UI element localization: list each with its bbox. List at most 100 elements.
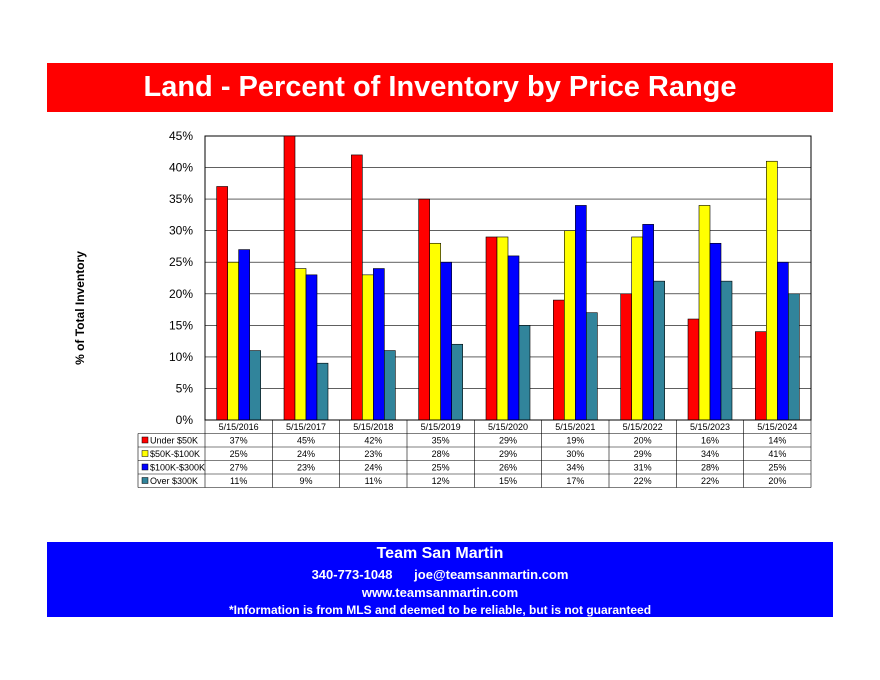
- data-label: 11%: [365, 476, 382, 486]
- bar: [294, 268, 307, 421]
- footer-phone: 340-773-1048: [311, 567, 393, 582]
- data-label: 9%: [299, 476, 312, 486]
- bar: [586, 312, 598, 421]
- footer-contact: 340-773-1048 joe@teamsanmartin.com: [47, 567, 833, 582]
- bar: [653, 280, 665, 421]
- bar: [687, 318, 700, 421]
- x-tick-label: 5/15/2024: [757, 422, 797, 432]
- data-label: 35%: [432, 436, 450, 446]
- y-tick-label: 35%: [169, 192, 193, 206]
- y-tick-label: 40%: [169, 161, 193, 175]
- bar: [620, 293, 632, 421]
- bar: [766, 160, 778, 421]
- bar: [283, 135, 296, 421]
- data-label: 25%: [768, 463, 786, 473]
- footer-website: www.teamsanmartin.com: [361, 585, 519, 600]
- y-tick-label: 15%: [169, 318, 193, 332]
- data-label: 28%: [432, 449, 450, 459]
- bar-chart: 0% 5% 10% 15% 20% 25% 30% 35% 40% 45% 5/15/2016 5/1…: [137, 129, 812, 488]
- data-label: 29%: [499, 436, 517, 446]
- bar: [384, 350, 396, 421]
- data-label: 31%: [634, 463, 652, 473]
- data-label: 24%: [297, 449, 315, 459]
- bar: [564, 230, 576, 421]
- bar: [216, 186, 228, 421]
- data-label: 45%: [297, 436, 315, 446]
- y-tick-label: 20%: [169, 287, 193, 301]
- x-tick-label: 5/15/2019: [421, 422, 461, 432]
- data-label: 34%: [566, 463, 584, 473]
- bar: [720, 280, 733, 421]
- bar: [227, 261, 239, 421]
- bar: [698, 205, 711, 421]
- data-label: 34%: [701, 449, 719, 459]
- data-label: 25%: [230, 449, 248, 459]
- data-label: 11%: [230, 476, 247, 486]
- data-label: 17%: [566, 476, 584, 486]
- y-tick-label: 45%: [169, 129, 193, 143]
- data-label: 15%: [499, 476, 517, 486]
- data-label: 42%: [364, 436, 382, 446]
- x-tick-label: 5/15/2022: [623, 422, 663, 432]
- bar: [788, 293, 800, 421]
- data-label: 19%: [566, 436, 584, 446]
- legend-swatch: [141, 436, 149, 444]
- bar: [642, 224, 654, 421]
- bar: [249, 350, 261, 421]
- y-tick-label: 30%: [169, 224, 193, 238]
- data-label: 20%: [768, 476, 786, 486]
- bar: [485, 236, 498, 421]
- data-label: 25%: [432, 463, 450, 473]
- data-label: 22%: [634, 476, 652, 486]
- data-label: 37%: [230, 436, 248, 446]
- bar: [507, 255, 520, 421]
- bar: [362, 274, 374, 421]
- bar: [755, 331, 767, 421]
- bar: [777, 261, 789, 421]
- legend-entry: $100K-$300K: [150, 463, 205, 473]
- data-label: 23%: [364, 449, 382, 459]
- y-tick-label: 10%: [169, 350, 193, 364]
- bar: [496, 236, 509, 421]
- footer-banner: Team San Martin 340-773-1048 joe@teamsan…: [47, 542, 833, 617]
- bar: [451, 343, 463, 421]
- x-tick-label: 5/15/2023: [690, 422, 730, 432]
- x-tick-label: 5/15/2017: [286, 422, 326, 432]
- footer-email: joe@teamsanmartin.com: [414, 567, 569, 582]
- legend-entry: Over $300K: [150, 476, 198, 486]
- x-tick-label: 5/15/2021: [555, 422, 595, 432]
- bar: [709, 242, 722, 421]
- legend-entry: $50K-$100K: [150, 449, 200, 459]
- chart-title: Land - Percent of Inventory by Price Ran…: [143, 71, 737, 103]
- data-label: 27%: [230, 463, 248, 473]
- footer-disclaimer: *Information is from MLS and deemed to b…: [228, 603, 652, 617]
- bar: [631, 236, 643, 421]
- data-label: 14%: [768, 436, 786, 446]
- bar: [553, 299, 565, 421]
- data-label: 23%: [297, 463, 315, 473]
- data-label: 29%: [499, 449, 517, 459]
- legend-swatch: [141, 450, 149, 457]
- x-tick-label: 5/15/2020: [488, 422, 528, 432]
- data-label: 26%: [499, 463, 517, 473]
- bar: [429, 242, 441, 421]
- bar: [518, 325, 531, 421]
- data-label: 29%: [634, 449, 652, 459]
- data-label: 30%: [566, 449, 584, 459]
- bar: [373, 268, 385, 421]
- data-label: 20%: [634, 436, 652, 446]
- legend-swatch: [141, 477, 149, 484]
- data-label: 22%: [701, 476, 719, 486]
- bar: [418, 198, 430, 421]
- chart-title-banner: Land - Percent of Inventory by Price Ran…: [47, 63, 833, 112]
- y-tick-label: 0%: [176, 413, 194, 427]
- bar: [575, 205, 587, 421]
- bar: [238, 249, 250, 421]
- data-label: 12%: [432, 476, 450, 486]
- x-tick-label: 5/15/2018: [353, 422, 393, 432]
- data-label: 16%: [701, 436, 719, 446]
- data-label: 24%: [364, 463, 382, 473]
- footer-team-name: Team San Martin: [376, 545, 504, 562]
- legend-entry: Under $50K: [150, 436, 198, 446]
- bar: [351, 154, 363, 421]
